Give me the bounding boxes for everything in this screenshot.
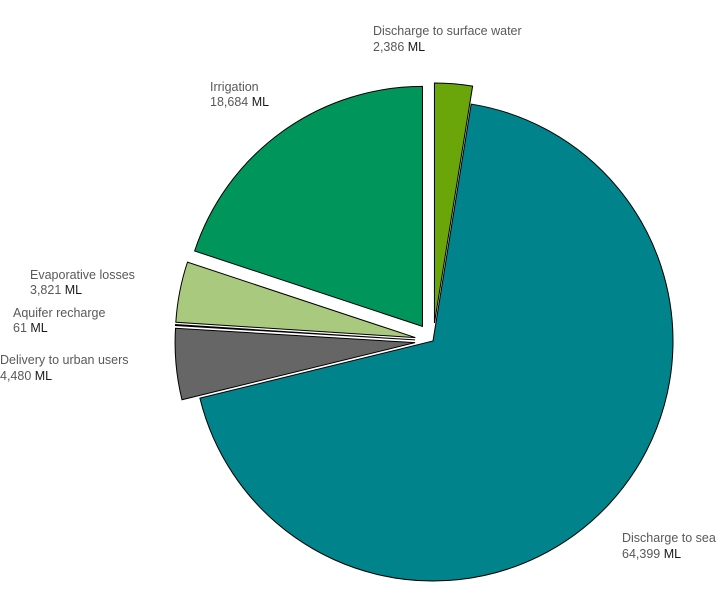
slice-labels: Discharge to surface water 2,386 ML Disc… bbox=[0, 24, 716, 561]
label-aquifer-recharge: Aquifer recharge bbox=[13, 306, 105, 320]
label-delivery-urban: Delivery to urban users bbox=[0, 353, 129, 367]
value-evaporative-losses: 3,821 ML bbox=[30, 283, 82, 297]
pie-slice-aquifer-recharge bbox=[174, 324, 416, 341]
label-evaporative-losses: Evaporative losses bbox=[30, 268, 135, 282]
value-discharge-surface-water: 2,386 ML bbox=[373, 40, 425, 54]
value-delivery-urban: 4,480 ML bbox=[0, 369, 52, 383]
value-irrigation: 18,684 ML bbox=[210, 95, 269, 109]
label-irrigation: Irrigation bbox=[210, 80, 259, 94]
label-discharge-sea: Discharge to sea bbox=[622, 531, 716, 545]
pie-slice-irrigation bbox=[193, 85, 423, 328]
pie-slices bbox=[174, 82, 674, 582]
value-aquifer-recharge: 61 ML bbox=[13, 321, 48, 335]
pie-slice-delivery-to-urban-users bbox=[174, 327, 416, 401]
pie-slice-evaporative-losses bbox=[175, 261, 416, 339]
pie-slice-discharge-to-surface-water bbox=[433, 82, 474, 324]
pie-slice-discharge-to-sea bbox=[199, 103, 674, 582]
value-discharge-sea: 64,399 ML bbox=[622, 547, 681, 561]
label-discharge-surface-water: Discharge to surface water bbox=[373, 24, 522, 38]
